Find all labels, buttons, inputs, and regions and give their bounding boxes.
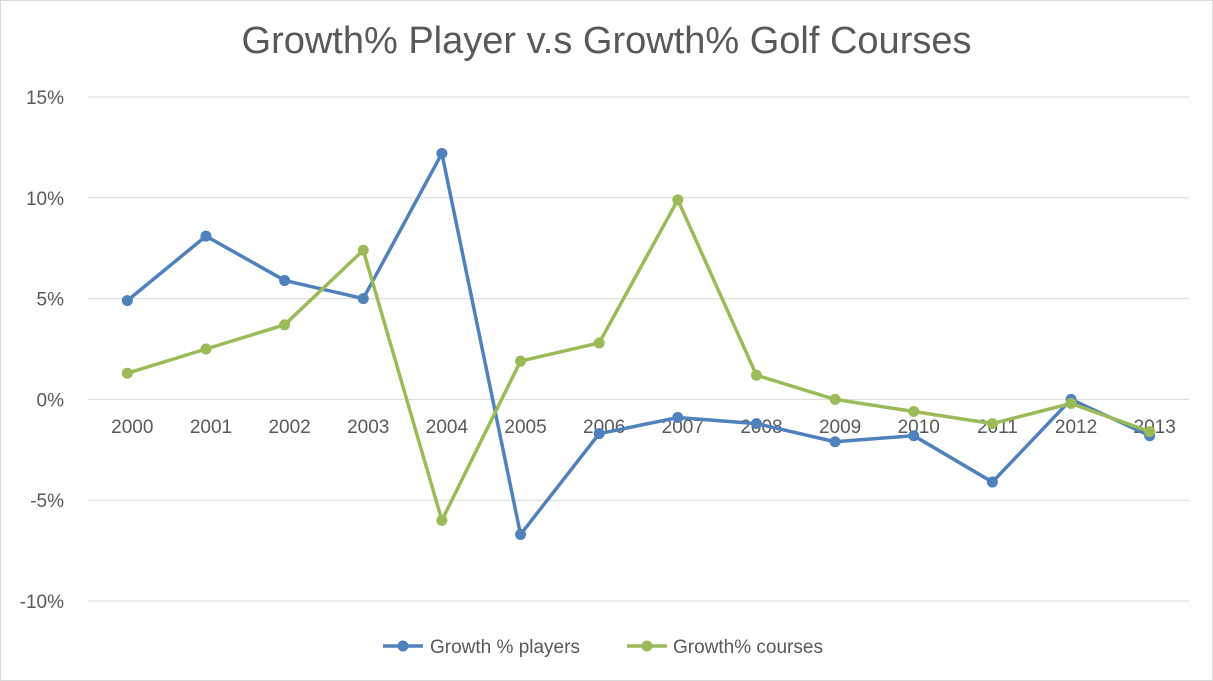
data-point — [829, 436, 841, 448]
y-tick-label: 10% — [26, 189, 64, 210]
y-tick-label: -5% — [30, 491, 64, 512]
data-point — [121, 367, 133, 379]
legend-marker — [397, 640, 409, 652]
legend-label: Growth% courses — [673, 637, 823, 658]
data-point — [986, 418, 998, 430]
gridlines — [88, 96, 1189, 602]
data-point — [750, 369, 762, 381]
data-point — [908, 405, 920, 417]
legend: Growth % players Growth% courses — [383, 637, 823, 658]
y-tick-label: 0% — [37, 390, 65, 411]
chart-title: Growth% Player v.s Growth% Golf Courses — [241, 20, 972, 62]
data-point — [672, 412, 684, 424]
x-tick-label: 2001 — [190, 417, 232, 438]
legend-label: Growth % players — [430, 637, 580, 658]
data-point — [1144, 426, 1156, 438]
data-point — [515, 355, 527, 367]
data-point — [672, 194, 684, 206]
x-tick-label: 2010 — [898, 417, 940, 438]
y-tick-label: 5% — [37, 290, 65, 311]
data-point — [1065, 397, 1077, 409]
data-point — [357, 244, 369, 256]
data-point — [593, 337, 605, 349]
y-tick-label: -10% — [20, 592, 64, 613]
x-tick-label: 2004 — [426, 417, 469, 438]
data-point — [436, 147, 448, 159]
data-point — [829, 393, 841, 405]
data-point — [908, 430, 920, 442]
x-tick-label: 2002 — [268, 417, 310, 438]
data-point — [750, 418, 762, 430]
y-tick-label: 15% — [26, 88, 64, 109]
series-line — [126, 151, 1151, 537]
x-tick-label: 2009 — [819, 417, 861, 438]
data-point — [279, 274, 291, 286]
data-point — [436, 514, 448, 526]
x-tick-label: 2003 — [347, 417, 389, 438]
data-point — [279, 319, 291, 331]
data-point — [986, 476, 998, 488]
x-tick-label: 2000 — [111, 417, 153, 438]
series-line — [126, 198, 1151, 523]
x-tick-label: 2005 — [504, 417, 546, 438]
data-point — [515, 528, 527, 540]
data-point — [357, 293, 369, 305]
x-axis-ticks: 2000 2001 2002 2003 2004 2005 2006 2007 2008 2009… — [111, 417, 1176, 438]
x-tick-label: 2006 — [583, 417, 625, 438]
x-tick-label: 2007 — [662, 417, 704, 438]
legend-marker — [641, 640, 653, 652]
data-point — [200, 230, 212, 242]
x-tick-label: 2012 — [1055, 417, 1097, 438]
series-lines — [121, 147, 1156, 540]
data-point — [593, 428, 605, 440]
data-point — [121, 295, 133, 307]
data-point — [200, 343, 212, 355]
y-axis-ticks: 15% 10% 5% 0% -5% -10% — [20, 88, 64, 613]
